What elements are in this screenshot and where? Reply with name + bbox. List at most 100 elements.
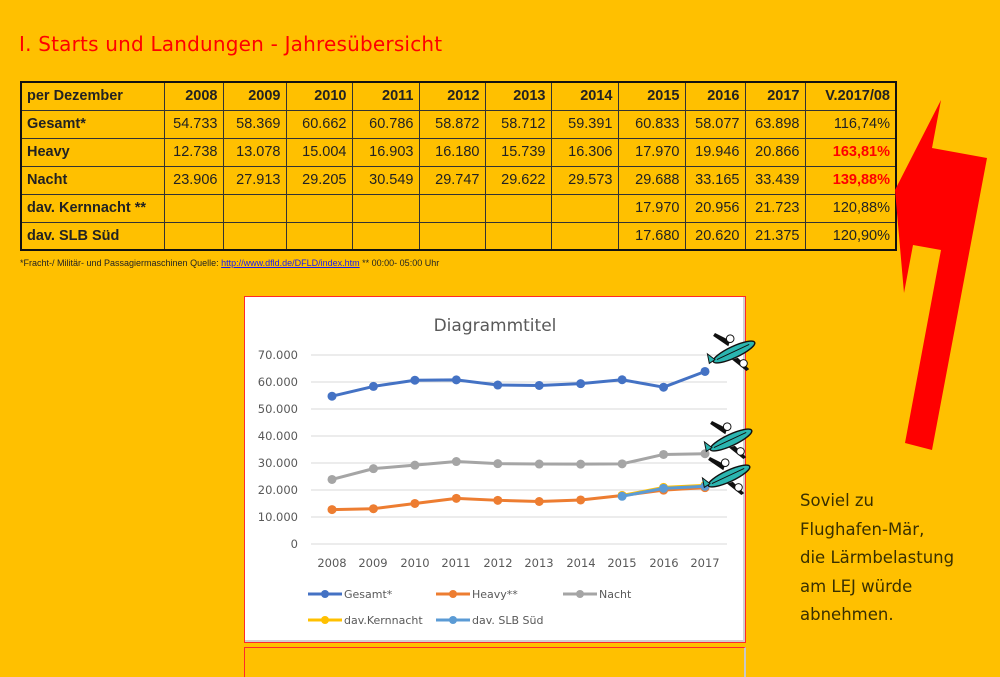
table-cell: 29.573	[550, 165, 619, 195]
commentary-line: die Lärmbelastung	[800, 548, 955, 567]
y-tick: 20.000	[258, 483, 298, 497]
series-layer	[327, 366, 710, 515]
legend: Gesamt* Heavy** Nacht dav.Kernnacht dav.…	[308, 588, 632, 627]
table-cell: 12.738	[163, 137, 224, 167]
series-gesamt-	[327, 366, 710, 401]
change-cell-highlighted: 139,88%	[804, 165, 897, 195]
table-cell: 16.180	[418, 137, 486, 167]
data-point	[700, 366, 710, 376]
series-heavy-	[327, 483, 710, 515]
statistics-table: per Dezember 2008 2009 2010 2011 2012 20…	[20, 81, 897, 251]
row-label: Nacht	[20, 165, 165, 195]
table-cell: 27.913	[222, 165, 287, 195]
data-point	[410, 460, 420, 470]
data-point	[410, 498, 420, 508]
table-cell	[222, 221, 287, 251]
table-cell	[285, 221, 353, 251]
x-tick: 2014	[566, 556, 595, 570]
header-cell: 2009	[222, 81, 287, 111]
header-cell: 2016	[684, 81, 746, 111]
x-tick: 2013	[524, 556, 553, 570]
x-tick: 2008	[317, 556, 346, 570]
header-cell: 2012	[418, 81, 486, 111]
y-tick: 40.000	[258, 429, 298, 443]
table-cell: 19.946	[684, 137, 746, 167]
table-cell: 17.680	[617, 221, 686, 251]
data-point	[368, 381, 378, 391]
table-cell	[222, 193, 287, 223]
table-cell: 58.712	[484, 109, 552, 139]
table-cell: 60.833	[617, 109, 686, 139]
table-cell: 20.866	[744, 137, 806, 167]
chart-container	[244, 296, 746, 643]
data-point	[700, 449, 710, 459]
legend-item-kernnacht: dav.Kernnacht	[308, 614, 423, 627]
commentary-line: am LEJ würde	[800, 576, 913, 596]
x-tick: 2016	[649, 556, 678, 570]
data-point	[327, 505, 337, 515]
data-point	[659, 449, 669, 459]
page-title: I. Starts und Landungen - Jahresübersich…	[19, 32, 443, 56]
table-row-slb-sued: dav. SLB Süd 17.680 20.620 21.375 120,90…	[20, 221, 897, 251]
x-tick: 2012	[483, 556, 512, 570]
data-point	[493, 495, 503, 505]
airplane-icon	[706, 332, 758, 372]
commentary-line: Flughafen-Mär,	[800, 519, 925, 539]
table-cell: 58.077	[684, 109, 746, 139]
legend-item-heavy: Heavy**	[436, 588, 518, 601]
svg-text:Gesamt*: Gesamt*	[344, 588, 393, 601]
svg-text:Heavy**: Heavy**	[472, 588, 518, 601]
airplane-icon	[703, 420, 755, 460]
data-point	[493, 459, 503, 469]
change-cell: 116,74%	[804, 109, 897, 139]
data-point	[576, 379, 586, 389]
data-point	[617, 375, 627, 385]
row-label: dav. SLB Süd	[20, 221, 165, 251]
data-point	[327, 474, 337, 484]
data-point	[659, 483, 669, 493]
table-cell	[418, 221, 486, 251]
y-tick: 50.000	[258, 402, 298, 416]
footnote: *Fracht-/ Militär- und Passagiermaschine…	[20, 258, 439, 268]
row-label: Heavy	[20, 137, 165, 167]
table-cell: 29.622	[484, 165, 552, 195]
data-point	[451, 457, 461, 467]
table-cell: 60.786	[351, 109, 420, 139]
x-tick: 2017	[690, 556, 719, 570]
data-point	[617, 459, 627, 469]
data-point	[410, 375, 420, 385]
table-cell: 20.620	[684, 221, 746, 251]
table-cell: 15.739	[484, 137, 552, 167]
table-row-kernnacht: dav. Kernnacht ** 17.970 20.956 21.723 1…	[20, 193, 897, 223]
footnote-text: *Fracht-/ Militär- und Passagiermaschine…	[20, 258, 222, 268]
change-cell: 120,88%	[804, 193, 897, 223]
commentary-text: Soviel zu Flughafen-Mär, die Lärmbelastu…	[800, 487, 954, 630]
y-tick: 30.000	[258, 456, 298, 470]
legend-item-nacht: Nacht	[563, 588, 632, 601]
change-cell-highlighted: 163,81%	[804, 137, 897, 167]
table-cell	[163, 221, 224, 251]
data-point	[534, 380, 544, 390]
source-link[interactable]: http://www.dfld.de/DFLD/index.htm	[221, 258, 360, 268]
second-chart-frame	[244, 647, 746, 677]
x-axis: 2008 2009 2010 2011 2012 2013 2014 2015 …	[317, 556, 719, 570]
header-cell: 2015	[617, 81, 686, 111]
gridlines	[311, 354, 727, 545]
table-cell: 15.004	[285, 137, 353, 167]
table-cell: 30.549	[351, 165, 420, 195]
data-point	[368, 464, 378, 474]
x-tick: 2011	[441, 556, 470, 570]
table-cell: 58.369	[222, 109, 287, 139]
data-point	[451, 375, 461, 385]
legend-item-gesamt: Gesamt*	[308, 588, 393, 601]
table-row-heavy: Heavy 12.738 13.078 15.004 16.903 16.180…	[20, 137, 897, 167]
x-tick: 2015	[607, 556, 636, 570]
x-tick: 2009	[358, 556, 387, 570]
data-point	[368, 504, 378, 514]
series-nacht	[327, 449, 710, 484]
change-cell: 120,90%	[804, 221, 897, 251]
data-point	[534, 497, 544, 507]
footnote-suffix: ** 00:00- 05:00 Uhr	[359, 258, 440, 268]
